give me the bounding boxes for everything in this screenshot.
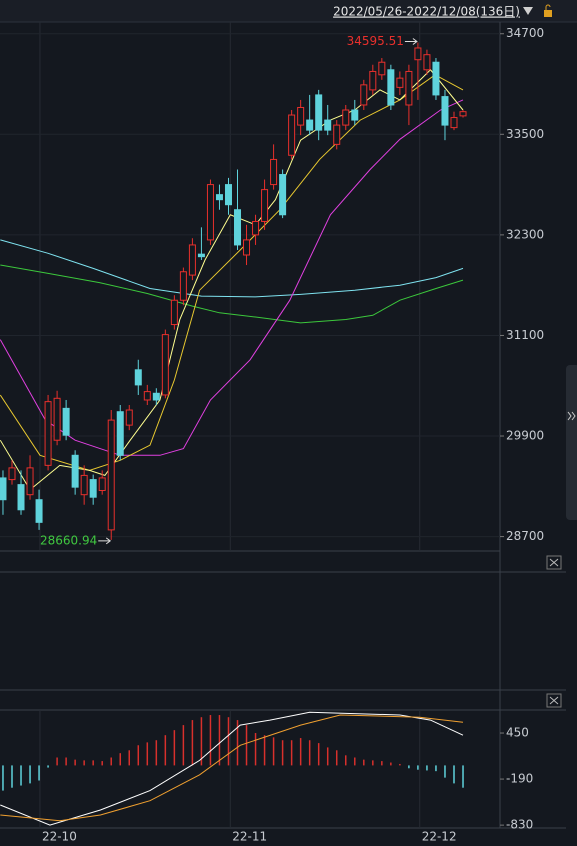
- high-arrow: [404, 38, 418, 45]
- y-tick-label: 34700: [506, 26, 544, 40]
- candle-body: [89, 479, 97, 498]
- candle-body: [261, 189, 269, 222]
- candle-body: [243, 239, 251, 256]
- close-button[interactable]: [546, 693, 562, 708]
- y-tick-label: 28700: [506, 529, 544, 543]
- candle-body: [107, 419, 115, 531]
- x-tick-label: 22-11: [232, 830, 267, 844]
- ma-line: [0, 239, 464, 298]
- candle-body: [324, 119, 332, 131]
- candle-body: [378, 61, 386, 76]
- candle-body: [206, 184, 214, 241]
- high-label: 34595.51: [347, 34, 404, 48]
- candle-body: [8, 467, 16, 481]
- candle-body: [224, 184, 232, 206]
- candle-body: [414, 47, 422, 61]
- lock-icon[interactable]: [544, 10, 552, 17]
- ma-line: [0, 69, 464, 491]
- candle-body: [405, 70, 413, 106]
- low-arrow: [98, 537, 112, 545]
- ma-line: [0, 99, 464, 456]
- candle-body: [44, 401, 52, 466]
- y-tick-label: 29900: [506, 429, 544, 443]
- candle-body: [134, 369, 142, 386]
- candle-body: [297, 106, 305, 126]
- candle-body: [441, 96, 449, 126]
- candle-body: [161, 334, 169, 396]
- candle-body: [80, 474, 88, 496]
- lock-shackle: [545, 4, 551, 10]
- candle-body: [360, 84, 368, 106]
- candle-body: [333, 124, 341, 145]
- y-tick-label: 31100: [506, 328, 544, 342]
- candle-body: [71, 454, 79, 488]
- y-tick-label: -830: [506, 818, 533, 832]
- candle-body: [387, 69, 395, 106]
- ma-line: [0, 264, 464, 324]
- y-tick-label: 33500: [506, 127, 544, 141]
- y-tick-label: 32300: [506, 227, 544, 241]
- candle-body: [53, 397, 61, 441]
- toolbar: [0, 0, 577, 22]
- ma-line: [0, 714, 464, 822]
- candle-body: [188, 244, 196, 276]
- candle-body: [17, 484, 25, 511]
- candle-body: [152, 392, 160, 401]
- candle-body: [234, 209, 242, 246]
- x-tick-label: 22-10: [42, 830, 77, 844]
- candle-body: [98, 477, 106, 491]
- y-tick-label: 450: [506, 726, 529, 740]
- candle-body: [369, 70, 377, 91]
- candle-body: [432, 61, 440, 96]
- candle-body: [396, 77, 404, 88]
- candle-body: [342, 109, 350, 126]
- x-tick-label: 22-12: [422, 830, 457, 844]
- candle-body: [197, 253, 205, 258]
- candle-body: [270, 158, 278, 186]
- candle-body: [35, 499, 43, 523]
- low-label: 28660.94: [40, 533, 97, 547]
- candle-body: [288, 114, 296, 156]
- candle-body: [279, 174, 287, 216]
- date-range[interactable]: 2022/05/26-2022/12/08(136日): [333, 5, 520, 19]
- candle-body: [62, 407, 70, 436]
- dropdown-icon[interactable]: [523, 7, 533, 15]
- candle-body: [215, 194, 223, 201]
- candle-body: [116, 411, 124, 456]
- side-tab[interactable]: [566, 365, 577, 520]
- candle-body: [423, 54, 431, 71]
- close-button[interactable]: [546, 555, 562, 570]
- y-tick-label: -190: [506, 772, 533, 786]
- candle-body: [315, 94, 323, 131]
- candle-body: [26, 467, 34, 496]
- candle-body: [0, 477, 7, 501]
- candle-body: [170, 299, 178, 326]
- candle-body: [179, 271, 187, 301]
- candle-body: [351, 109, 359, 121]
- candle-body: [143, 391, 151, 401]
- candle-body: [306, 119, 314, 131]
- candle-body: [125, 409, 133, 426]
- candle-body: [459, 111, 467, 117]
- candle-body: [252, 220, 260, 236]
- candle-body: [450, 117, 458, 129]
